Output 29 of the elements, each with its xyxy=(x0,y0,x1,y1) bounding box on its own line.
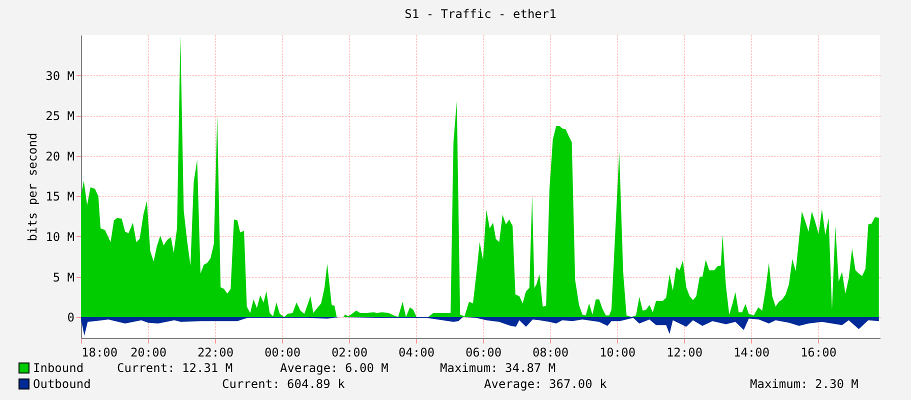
x-tick-label: 16:00 xyxy=(800,346,837,360)
x-tick-label: 02:00 xyxy=(331,346,368,360)
x-tick-label: 18:00 xyxy=(82,346,118,360)
y-tick-label: 0 xyxy=(67,310,74,325)
text: Current: 12.31 M xyxy=(117,361,233,375)
x-tick-label: 12:00 xyxy=(666,346,703,360)
x-tick-label: 22:00 xyxy=(197,346,234,360)
x-tick-label: 14:00 xyxy=(733,346,770,360)
legend-label: Inbound xyxy=(33,361,84,375)
text: Average: 6.00 M xyxy=(280,361,388,375)
x-tick-label: 04:00 xyxy=(398,346,435,360)
y-axis-title: bits per second xyxy=(26,132,40,242)
x-tick-label: 20:00 xyxy=(130,346,167,360)
x-tick-label: 06:00 xyxy=(465,346,502,360)
y-tick-label: 20 M xyxy=(46,149,74,164)
y-tick-label: 25 M xyxy=(46,109,74,124)
y-tick-label: 15 M xyxy=(46,190,74,204)
text: Maximum: 34.87 M xyxy=(440,361,556,375)
text: Current: 604.89 k xyxy=(222,377,346,391)
chart-title: S1 - Traffic - ether1 xyxy=(404,7,556,21)
text: Maximum: 2.30 M xyxy=(750,377,858,391)
y-tick-label: 10 M xyxy=(46,230,74,244)
x-tick-label: 10:00 xyxy=(599,346,636,360)
legend-label: Outbound xyxy=(33,377,91,391)
x-tick-label: 08:00 xyxy=(532,346,569,360)
y-tick-label: 30 M xyxy=(46,68,74,83)
x-tick-label: 00:00 xyxy=(264,346,301,360)
y-tick-label: 5 M xyxy=(52,270,74,284)
text: Average: 367.00 k xyxy=(484,377,608,391)
